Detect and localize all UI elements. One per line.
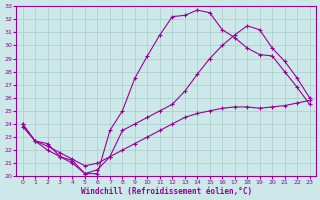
X-axis label: Windchill (Refroidissement éolien,°C): Windchill (Refroidissement éolien,°C) bbox=[81, 187, 252, 196]
